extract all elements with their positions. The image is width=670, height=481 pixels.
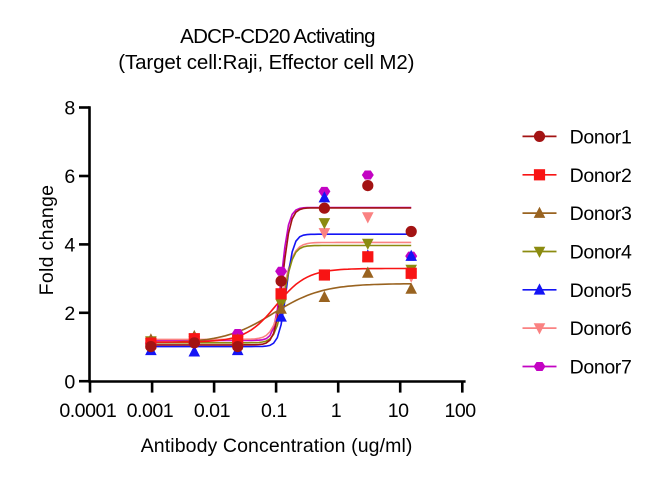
- svg-text:1: 1: [331, 400, 341, 422]
- svg-text:Donor1: Donor1: [570, 127, 632, 149]
- svg-text:4: 4: [64, 235, 75, 257]
- svg-text:Donor3: Donor3: [570, 203, 632, 225]
- svg-text:0.0001: 0.0001: [59, 400, 116, 422]
- svg-text:ADCP-CD20 Activating: ADCP-CD20 Activating: [180, 25, 375, 48]
- svg-text:Donor4: Donor4: [570, 242, 632, 264]
- svg-text:6: 6: [64, 166, 75, 188]
- svg-text:2: 2: [64, 303, 75, 325]
- svg-text:10: 10: [388, 400, 409, 422]
- svg-text:Fold change: Fold change: [36, 185, 58, 296]
- svg-text:Antibody Concentration (ug/ml): Antibody Concentration (ug/ml): [141, 435, 413, 457]
- svg-text:100: 100: [444, 400, 476, 422]
- svg-text:8: 8: [64, 98, 75, 120]
- svg-text:0.001: 0.001: [127, 400, 174, 422]
- svg-text:Donor6: Donor6: [570, 318, 632, 340]
- svg-text:0.01: 0.01: [194, 400, 230, 422]
- svg-text:0: 0: [64, 371, 75, 393]
- svg-text:(Target cell:Raji, Effector ce: (Target cell:Raji, Effector cell M2): [118, 51, 414, 74]
- svg-text:Donor5: Donor5: [570, 280, 632, 302]
- svg-text:0.1: 0.1: [261, 400, 287, 422]
- svg-text:Donor7: Donor7: [570, 357, 632, 379]
- svg-text:Donor2: Donor2: [570, 165, 632, 187]
